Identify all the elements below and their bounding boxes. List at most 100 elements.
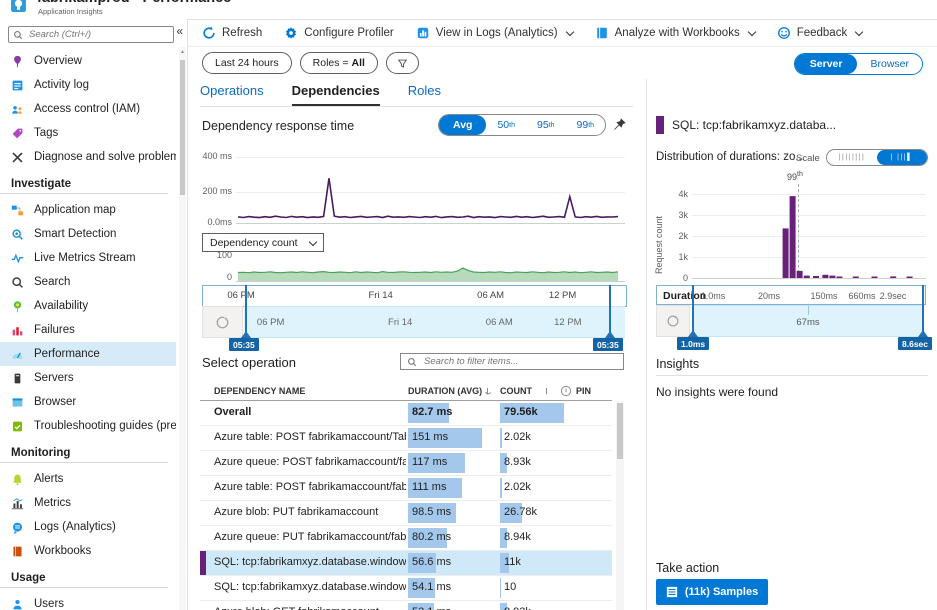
sidebar-item-application-map[interactable]: Application map xyxy=(0,198,176,222)
duration-brush-band[interactable]: 67ms xyxy=(692,305,924,337)
refresh-button[interactable]: Refresh xyxy=(202,26,262,40)
metric-dropdown[interactable]: Dependency count xyxy=(202,233,324,252)
table-filter-box[interactable] xyxy=(400,353,624,370)
table-row[interactable]: Azure blob: GET fabrikamaccount53.1 ms8.… xyxy=(200,601,612,610)
table-row[interactable]: Azure queue: POST fabrikamaccount/fabrik… xyxy=(200,451,612,476)
table-row[interactable]: Azure table: POST fabrikamaccount/fabrik… xyxy=(200,476,612,501)
command-toolbar: Refresh Configure Profiler View in Logs … xyxy=(188,19,937,47)
table-row[interactable]: Azure table: POST fabrikamaccount/Tables… xyxy=(200,426,612,451)
sidebar-item-metrics[interactable]: Metrics xyxy=(0,491,176,515)
sort-icon[interactable] xyxy=(484,387,491,396)
time-range-pill[interactable]: Last 24 hours xyxy=(202,52,292,74)
response-time-line-chart[interactable] xyxy=(238,157,618,224)
sidebar-item-overview[interactable]: Overview xyxy=(0,49,176,73)
scale-toggle[interactable]: |||||||| | |||▌ xyxy=(826,149,928,166)
sidebar-item-access-control-iam[interactable]: Access control (IAM) xyxy=(0,97,176,121)
scroll-up-icon[interactable]: ▲ xyxy=(180,49,185,55)
tag-icon xyxy=(11,127,24,140)
xtick-fri14: Fri 14 xyxy=(368,290,393,301)
sidebar-item-logs-analytics[interactable]: Logs (Analytics) xyxy=(0,515,176,539)
tab-roles[interactable]: Roles xyxy=(407,83,441,98)
brush-handle-right[interactable] xyxy=(609,285,611,338)
sidebar-scrollbar[interactable]: ▲ xyxy=(179,47,186,610)
analyze-with-workbooks-button[interactable]: Analyze with Workbooks xyxy=(595,26,756,40)
count-cell: 79.56k xyxy=(500,401,570,425)
time-brush-band[interactable]: 06 PM Fri 14 06 AM 12 PM xyxy=(244,306,625,338)
table-header: DEPENDENCY NAME DURATION (AVG) COUNT PIN xyxy=(200,383,612,401)
sidebar-item-diagnose-and-solve-problems[interactable]: Diagnose and solve problems xyxy=(0,145,176,169)
percentile-avg[interactable]: Avg xyxy=(439,115,487,135)
sidebar-item-failures[interactable]: Failures xyxy=(0,318,176,342)
sidebar-item-tags[interactable]: Tags xyxy=(0,121,176,145)
sidebar-search[interactable] xyxy=(8,26,174,43)
scale-linear-segment[interactable]: |||||||| xyxy=(838,154,866,161)
column-divider xyxy=(646,79,647,610)
duration-brush-handle-left[interactable] xyxy=(692,285,694,337)
scale-log-segment[interactable]: | |||▌ xyxy=(877,150,927,165)
configure-profiler-button[interactable]: Configure Profiler xyxy=(284,26,394,40)
p99-dashed-line xyxy=(798,184,799,278)
count-bar xyxy=(500,403,564,423)
sidebar-item-browser[interactable]: Browser xyxy=(0,390,176,414)
logs-icon xyxy=(416,26,430,40)
brush-handle-left-grip[interactable] xyxy=(241,331,251,338)
sidebar-collapse-icon[interactable]: « xyxy=(176,24,183,38)
roles-filter-pill[interactable]: Roles = All xyxy=(299,52,378,74)
sidebar-item-smart-detection[interactable]: Smart Detection xyxy=(0,222,176,246)
pin-chart-icon[interactable] xyxy=(612,117,627,132)
sidebar-item-search[interactable]: Search xyxy=(0,270,176,294)
table-row[interactable]: SQL: tcp:fabrikamxyz.database.windows.ne… xyxy=(200,576,612,601)
sidebar-item-servers[interactable]: Servers xyxy=(0,366,176,390)
table-row[interactable]: Overall 82.7 ms 79.56k xyxy=(200,401,612,426)
table-row[interactable]: SQL: tcp:fabrikamxyz.database.windows.ne… xyxy=(200,551,612,576)
sort-icon[interactable] xyxy=(543,387,550,396)
table-row[interactable]: Azure queue: PUT fabrikamaccount/fabrika… xyxy=(200,526,612,551)
duration-brush-handle-right[interactable] xyxy=(922,285,924,337)
iam-icon xyxy=(11,103,24,116)
col-duration-avg[interactable]: DURATION (AVG) xyxy=(408,386,483,396)
sidebar-item-live-metrics-stream[interactable]: Live Metrics Stream xyxy=(0,246,176,270)
table-scrollbar-thumb[interactable] xyxy=(617,403,623,459)
col-count[interactable]: COUNT xyxy=(500,386,532,396)
table-row[interactable]: Azure blob: PUT fabrikamaccount 98.5 ms 26… xyxy=(200,501,612,526)
sidebar-item-performance[interactable]: Performance xyxy=(0,342,176,366)
dependency-name-cell: SQL: tcp:fabrikamxyz.database.windows.ne… xyxy=(214,581,406,593)
table-filter-input[interactable] xyxy=(422,355,617,368)
toggle-option-server[interactable]: Server xyxy=(794,54,858,74)
duration-histogram[interactable] xyxy=(692,191,926,278)
dependency-count-area-chart[interactable] xyxy=(238,258,618,281)
sidebar-item-activity-log[interactable]: Activity log xyxy=(0,73,176,97)
add-filter-pill[interactable] xyxy=(385,52,419,74)
table-scrollbar[interactable] xyxy=(616,401,624,610)
tab-operations[interactable]: Operations xyxy=(200,83,264,98)
duration-brush-left-grip[interactable] xyxy=(688,330,698,337)
samples-button[interactable]: (11k) Samples xyxy=(656,579,768,605)
sidebar-section-monitoring: Monitoring xyxy=(0,438,168,463)
sidebar-search-input[interactable] xyxy=(27,28,169,41)
feedback-button[interactable]: Feedback xyxy=(777,26,864,40)
insights-title: Insights xyxy=(656,357,700,371)
tab-dependencies[interactable]: Dependencies xyxy=(291,83,380,106)
sidebar-item-alerts[interactable]: Alerts xyxy=(0,467,176,491)
reset-zoom-button[interactable] xyxy=(202,306,243,338)
hist-gridline xyxy=(692,215,926,216)
sidebar-item-troubleshooting-guides-pre[interactable]: Troubleshooting guides (pre... xyxy=(0,414,176,438)
sidebar-item-users[interactable]: Users xyxy=(0,592,176,610)
logs-nav-icon xyxy=(11,521,24,534)
duration-brush-right-grip[interactable] xyxy=(918,330,928,337)
sidebar-scrollbar-thumb[interactable] xyxy=(180,60,185,195)
brush-handle-right-grip[interactable] xyxy=(605,331,615,338)
sidebar-item-workbooks[interactable]: Workbooks xyxy=(0,539,176,563)
count-cell: 10 xyxy=(500,576,570,600)
reset-duration-zoom-button[interactable] xyxy=(656,305,690,337)
brush-handle-left[interactable] xyxy=(245,285,247,338)
view-in-logs-button[interactable]: View in Logs (Analytics) xyxy=(416,26,574,40)
sidebar-item-availability[interactable]: Availability xyxy=(0,294,176,318)
alerts-icon xyxy=(11,473,24,486)
toggle-option-browser[interactable]: Browser xyxy=(870,58,909,70)
